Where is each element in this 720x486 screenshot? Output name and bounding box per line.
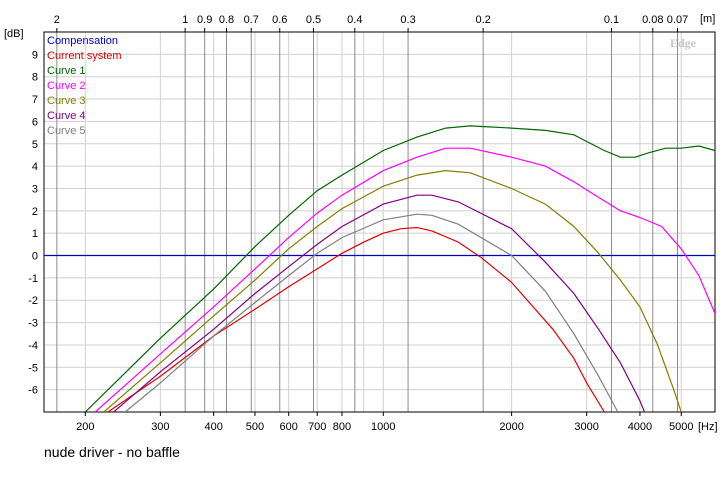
y-tick-label: 2 <box>32 206 38 218</box>
x-tick-label: 300 <box>151 421 169 433</box>
top-tick-label: 0.1 <box>604 14 619 26</box>
top-tick-label: 0.7 <box>244 14 259 26</box>
y-tick-label: -1 <box>28 273 38 285</box>
legend-entry: Curve 1 <box>47 65 86 77</box>
y-tick-label: -3 <box>28 318 38 330</box>
grid <box>43 31 716 413</box>
legend-entry: Current system <box>47 50 122 62</box>
y-tick-label: 6 <box>32 116 38 128</box>
legend-entry: Curve 4 <box>47 110 86 122</box>
plot-frame <box>43 31 716 413</box>
x-tick-label: 700 <box>308 421 326 433</box>
x-unit-label: [Hz] <box>698 421 718 433</box>
legend: Compensation Current system Curve 1 Curve 2… <box>47 35 122 137</box>
legend-entry: Curve 5 <box>47 125 86 137</box>
series-lines <box>44 125 715 412</box>
y-tick-label: -6 <box>28 385 38 397</box>
y-tick-label: 4 <box>32 161 38 173</box>
top-tick-label: 0.08 <box>642 14 663 26</box>
series-line-curve-4 <box>113 194 646 412</box>
top-tick-label: 0.3 <box>400 14 415 26</box>
series-line-curve-5 <box>124 213 619 412</box>
top-axis-unit-label: [m] <box>700 13 715 25</box>
x-tick-label: 4000 <box>628 421 652 433</box>
y-tick-label: 8 <box>32 72 38 84</box>
x-tick-label: 400 <box>204 421 222 433</box>
x-tick-label: 3000 <box>574 421 598 433</box>
top-tick-label: 0.4 <box>347 14 362 26</box>
y-tick-label: 3 <box>32 183 38 195</box>
x-tick-label: 200 <box>76 421 94 433</box>
top-tick-label: 0.2 <box>475 14 490 26</box>
top-tick-label: 0.07 <box>667 14 688 26</box>
y-tick-label: 0 <box>32 251 38 263</box>
y-tick-label: 5 <box>32 139 38 151</box>
x-tick-label: 2000 <box>499 421 523 433</box>
y-unit-label: [dB] <box>4 28 24 40</box>
top-tick-label: 0.5 <box>306 14 321 26</box>
x-tick-label: 5000 <box>669 421 693 433</box>
series-line-current-system <box>107 226 605 412</box>
legend-entry: Compensation <box>47 35 118 47</box>
top-tick-label: 0.9 <box>197 14 212 26</box>
top-tick-label: 0.8 <box>219 14 234 26</box>
y-tick-label: 7 <box>32 94 38 106</box>
y-tick-label: 9 <box>32 49 38 61</box>
series-line-curve-2 <box>94 147 715 412</box>
x-tick-label: 600 <box>280 421 298 433</box>
top-tick-label: 1 <box>182 14 188 26</box>
top-tick-label: 0.6 <box>272 14 287 26</box>
y-tick-label: 1 <box>32 228 38 240</box>
x-tick-label: 800 <box>333 421 351 433</box>
series-line-curve-1 <box>84 125 715 412</box>
series-line-curve-3 <box>103 169 682 412</box>
x-tick-label: 1000 <box>371 421 395 433</box>
x-tick-label: 500 <box>246 421 264 433</box>
legend-entry: Curve 3 <box>47 95 86 107</box>
y-tick-label: -2 <box>28 295 38 307</box>
y-tick-label: -5 <box>28 362 38 374</box>
tick-labels: 200 300 400 500 600 700 800 1000 2000 3000 4000 500… <box>28 14 693 433</box>
edge-watermark: Edge <box>670 36 697 50</box>
chart-caption: nude driver - no baffle <box>44 444 180 460</box>
legend-entry: Curve 2 <box>47 80 86 92</box>
y-tick-label: -4 <box>28 340 38 352</box>
top-tick-label: 2 <box>54 14 60 26</box>
